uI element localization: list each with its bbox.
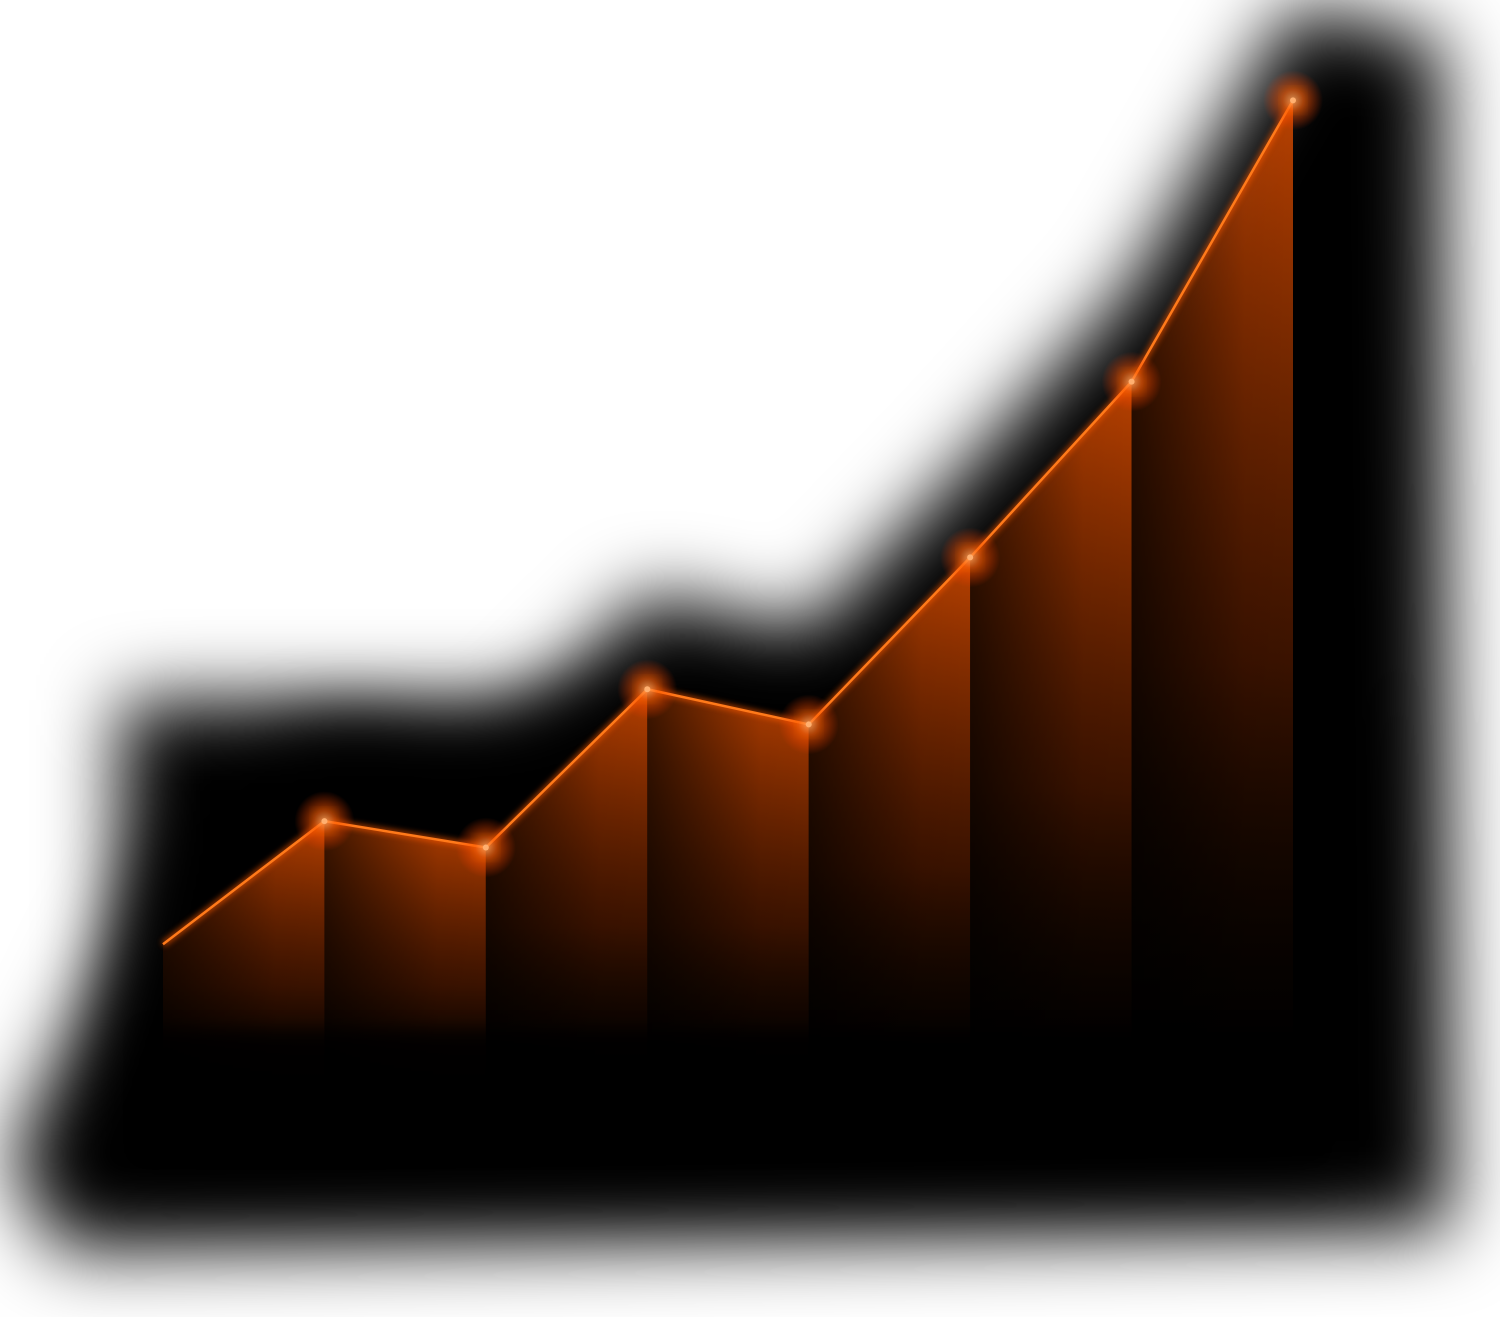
- point-markers: [294, 70, 1323, 878]
- area-segment-shade: [1131, 100, 1293, 1121]
- area-segment-shade: [647, 689, 809, 1120]
- point-core: [644, 686, 651, 693]
- area-segment-shade: [970, 381, 1132, 1120]
- area-segment-shade: [485, 689, 648, 1120]
- area-segment-shade: [808, 557, 971, 1120]
- point-core: [321, 818, 328, 825]
- point-core: [1128, 378, 1135, 385]
- point-core: [805, 721, 812, 728]
- area-fill: [143, 100, 1313, 1150]
- point-core: [1290, 97, 1296, 104]
- point-core: [967, 554, 974, 561]
- point-core: [482, 844, 489, 851]
- bottom-fade: [143, 1030, 1313, 1150]
